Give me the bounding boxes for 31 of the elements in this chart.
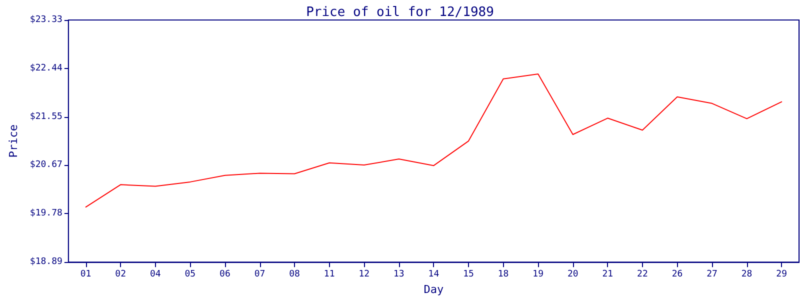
x-tick-label: 15 bbox=[463, 270, 474, 280]
x-tick-label: 26 bbox=[672, 270, 683, 280]
x-tick-label: 12 bbox=[358, 270, 370, 280]
x-tick-label: 02 bbox=[115, 270, 126, 280]
x-tick-label: 29 bbox=[776, 270, 788, 280]
y-tick-label: $22.44 bbox=[30, 64, 62, 74]
x-tick-label: 01 bbox=[80, 270, 92, 280]
y-tick-label: $20.67 bbox=[30, 160, 62, 170]
x-tick-label: 05 bbox=[184, 270, 196, 280]
x-tick-label: 06 bbox=[220, 270, 230, 280]
y-tick-label: $19.78 bbox=[30, 208, 62, 219]
y-tick-label: $21.55 bbox=[30, 112, 62, 122]
x-tick-label: 18 bbox=[498, 270, 509, 280]
x-tick-label: 11 bbox=[324, 270, 335, 280]
y-tick-label: $23.33 bbox=[30, 15, 62, 25]
x-tick-label: 07 bbox=[254, 270, 266, 280]
x-tick-label: 22 bbox=[637, 270, 648, 280]
x-tick-label: 19 bbox=[532, 270, 544, 280]
x-tick-label: 14 bbox=[428, 270, 440, 280]
x-tick-label: 08 bbox=[289, 270, 300, 280]
x-tick-label: 21 bbox=[602, 270, 614, 280]
y-axis-title: Price bbox=[7, 124, 20, 158]
x-tick-label: 04 bbox=[150, 270, 161, 280]
x-tick-label: 20 bbox=[567, 270, 578, 280]
line-series bbox=[85, 73, 782, 208]
x-axis-title: Day bbox=[424, 283, 444, 296]
x-tick-label: 27 bbox=[706, 270, 718, 280]
x-tick-label: 13 bbox=[393, 270, 404, 280]
y-tick-label: $18.89 bbox=[30, 257, 62, 268]
chart-title: Price of oil for 12/1989 bbox=[306, 5, 494, 20]
x-tick-label: 28 bbox=[741, 270, 752, 280]
